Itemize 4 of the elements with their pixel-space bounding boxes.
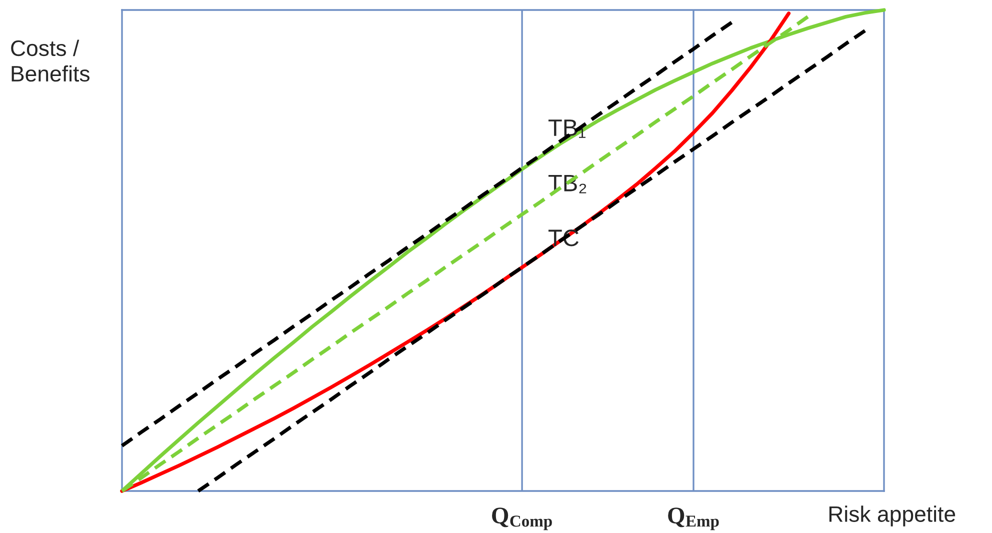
x-axis-title: Risk appetite [829, 506, 956, 526]
y-axis-title: Costs / Benefits [11, 40, 90, 82]
x-tick-label: Q$_{Emp}$ [668, 508, 719, 530]
x-tick-label: Q$_{Comp}$ [492, 508, 552, 530]
